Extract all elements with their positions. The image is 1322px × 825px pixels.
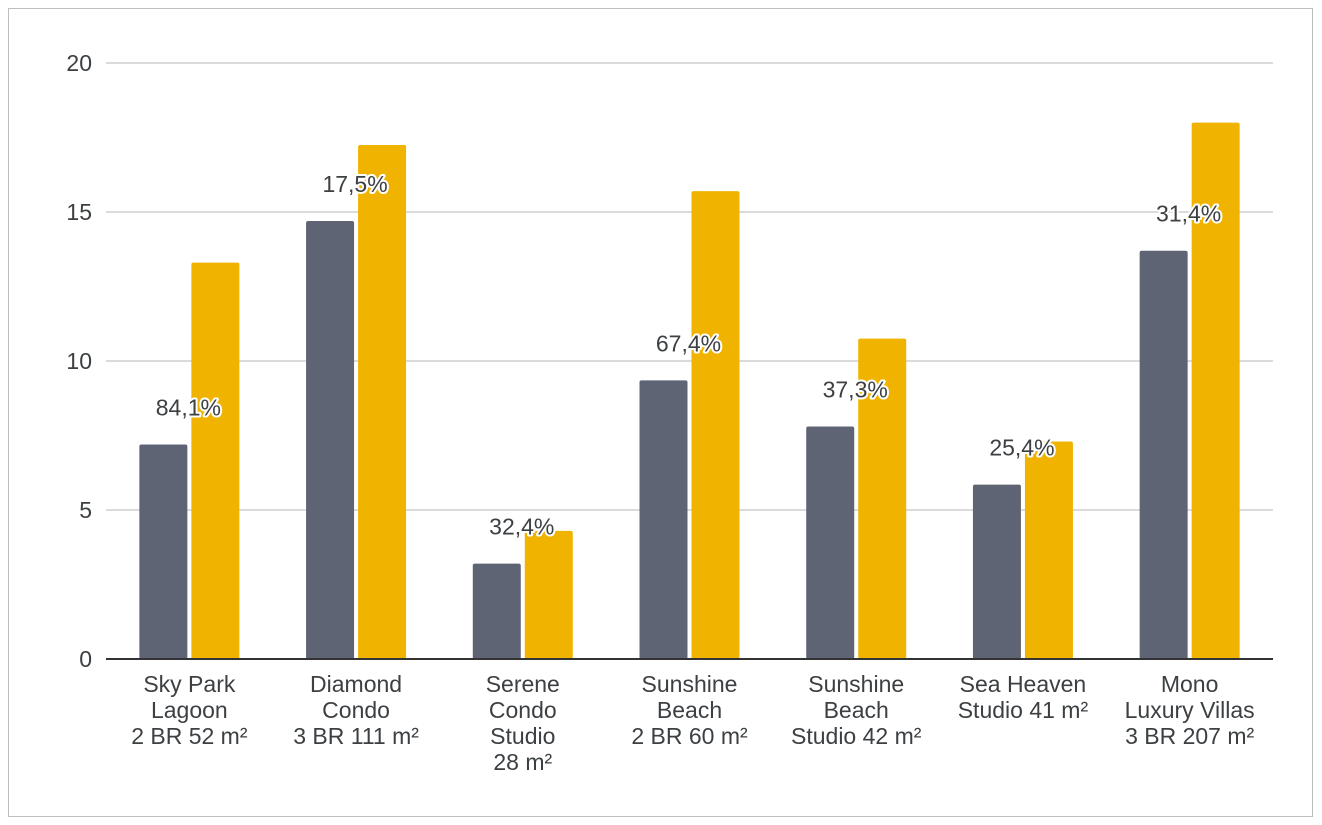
bar-series-2	[358, 144, 407, 659]
bar-series-1	[972, 484, 1021, 659]
x-category-label: Beach	[657, 697, 722, 723]
x-category-label: Sunshine	[808, 671, 904, 697]
bar-series-2	[691, 191, 740, 659]
x-category-label: Lagoon	[151, 697, 228, 723]
bar-series-2	[1191, 122, 1240, 660]
y-tick-label: 15	[66, 199, 92, 225]
bar-series-2	[524, 530, 573, 659]
data-label: 84,1%	[156, 394, 221, 420]
x-category-label: Studio 41 m²	[958, 697, 1089, 723]
y-tick-label: 0	[79, 646, 92, 672]
data-label: 31,4%	[1156, 201, 1221, 227]
x-category-label: 3 BR 207 m²	[1125, 723, 1254, 749]
bar-series-2	[191, 262, 240, 659]
y-tick-label: 5	[79, 497, 92, 523]
data-label: 17,5%	[322, 171, 387, 197]
x-category-label: Diamond	[310, 671, 402, 697]
bar-series-1	[139, 444, 188, 659]
x-category-label: Sky Park	[143, 671, 236, 697]
y-tick-label: 10	[66, 348, 92, 374]
data-label: 32,4%	[489, 514, 554, 540]
x-category-label: Studio 42 m²	[791, 723, 922, 749]
y-tick-label: 20	[66, 50, 92, 76]
x-category-label: 28 m²	[493, 749, 552, 775]
x-category-label: Condo	[322, 697, 390, 723]
bar-series-2	[1024, 441, 1073, 659]
x-category-label: Condo	[489, 697, 557, 723]
bar-series-2	[858, 338, 907, 659]
data-label: 37,3%	[823, 377, 888, 403]
bar-series-1	[806, 426, 855, 659]
bar-series-1	[306, 220, 355, 659]
x-category-label: Studio	[490, 723, 555, 749]
x-category-label: Serene	[486, 671, 560, 697]
data-label: 67,4%	[656, 330, 721, 356]
x-category-label: Luxury Villas	[1125, 697, 1255, 723]
x-category-label: Beach	[824, 697, 889, 723]
data-label: 25,4%	[989, 435, 1054, 461]
x-category-label: 3 BR 111 m²	[293, 723, 419, 749]
x-category-label: Sunshine	[642, 671, 738, 697]
bar-series-1	[1139, 250, 1188, 660]
bar-series-1	[639, 380, 688, 659]
bar-series-1	[472, 563, 521, 659]
x-category-label: Mono	[1161, 671, 1219, 697]
x-category-label: 2 BR 60 m²	[631, 723, 748, 749]
x-category-label: 2 BR 52 m²	[131, 723, 248, 749]
x-category-label: Sea Heaven	[960, 671, 1087, 697]
